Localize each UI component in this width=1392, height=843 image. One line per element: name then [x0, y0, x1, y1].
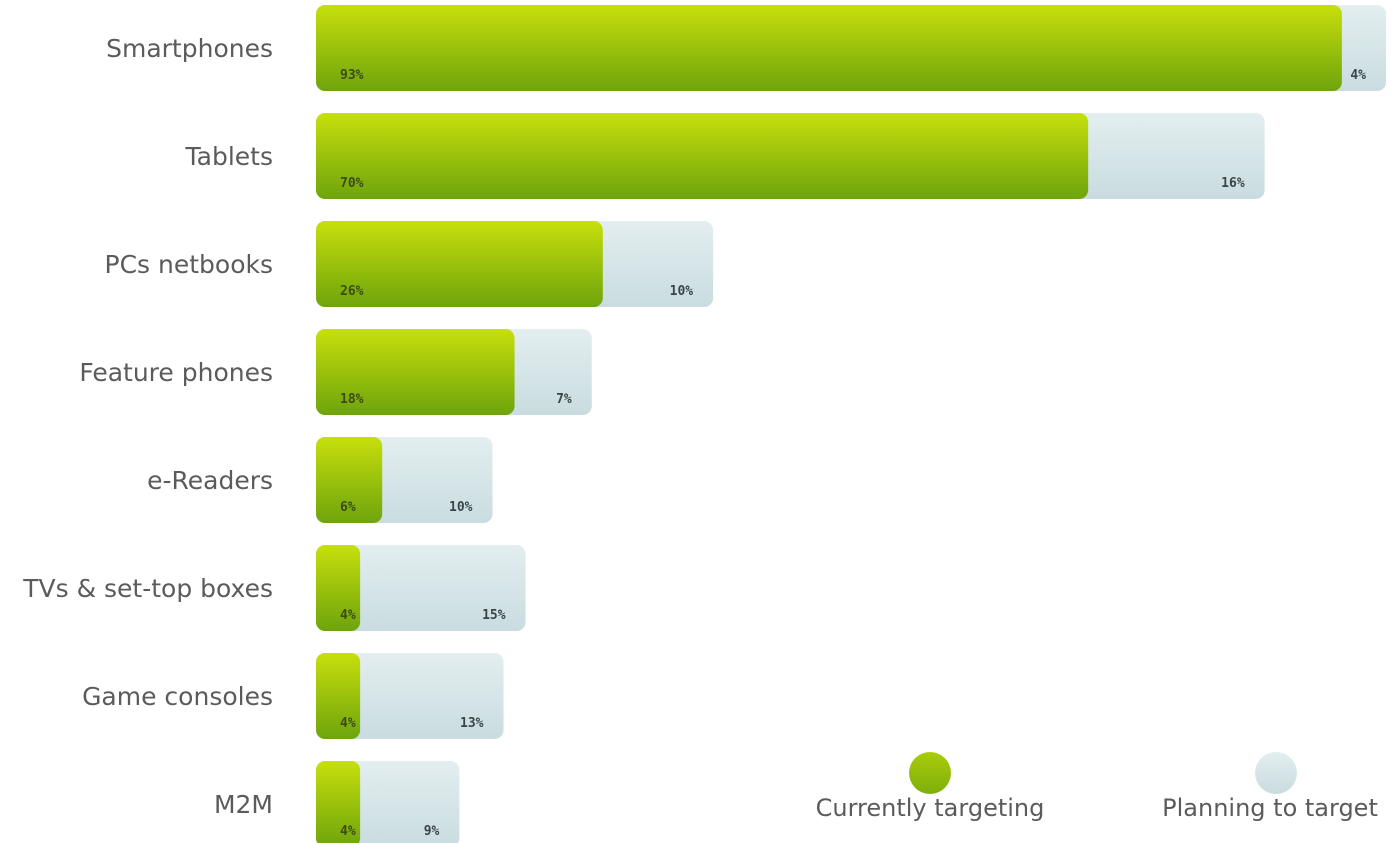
bar-row-game-consoles: Game consoles 4% 13%: [82, 653, 504, 739]
value-label-planning: 10%: [670, 284, 694, 299]
value-label-planning: 16%: [1221, 176, 1245, 191]
value-label-planning: 9%: [424, 824, 440, 839]
bar-current-feature-phones: [316, 329, 515, 415]
category-label: Tablets: [185, 142, 273, 171]
category-label: TVs & set-top boxes: [22, 574, 273, 603]
legend-swatch: [1255, 752, 1297, 794]
bar-current-tvs-set-top-boxes: [316, 545, 361, 631]
value-label-planning: 10%: [449, 500, 473, 515]
bar-current-e-readers: [316, 437, 383, 523]
bar-current-smartphones: [316, 5, 1342, 91]
category-label: PCs netbooks: [105, 250, 274, 279]
bar-row-feature-phones: Feature phones 18% 7%: [79, 329, 592, 415]
bar-row-pcs-netbooks: PCs netbooks 26% 10%: [105, 221, 714, 307]
value-label-planning: 13%: [460, 716, 484, 731]
value-label-current: 4%: [340, 716, 356, 731]
category-label: Smartphones: [106, 34, 273, 63]
category-label: M2M: [214, 790, 273, 819]
legend-item-planning-to-target: Planning to target: [1162, 752, 1378, 822]
bar-planning-tvs-set-top-boxes: [316, 545, 526, 631]
value-label-current: 70%: [340, 176, 364, 191]
bar-row-m2m: M2M 4% 9%: [214, 761, 460, 843]
value-label-current: 6%: [340, 500, 356, 515]
bar-row-tablets: Tablets 70% 16%: [185, 113, 1265, 199]
bar-row-e-readers: e-Readers 6% 10%: [147, 437, 493, 523]
bar-current-tablets: [316, 113, 1089, 199]
legend-swatch: [909, 752, 951, 794]
bar-row-smartphones: Smartphones 93% 4%: [106, 5, 1386, 91]
value-label-current: 4%: [340, 824, 356, 839]
value-label-current: 18%: [340, 392, 364, 407]
legend-label: Currently targeting: [816, 794, 1045, 822]
bar-row-tvs-set-top-boxes: TVs & set-top boxes 4% 15%: [22, 545, 526, 631]
category-label: e-Readers: [147, 466, 273, 495]
bars-layer: Smartphones 93% 4% Tablets 70% 16% PCs netbook…: [22, 5, 1386, 843]
legend-label: Planning to target: [1162, 794, 1378, 822]
bar-planning-game-consoles: [316, 653, 504, 739]
value-label-current: 4%: [340, 608, 356, 623]
bar-current-m2m: [316, 761, 361, 843]
value-label-planning: 4%: [1350, 68, 1366, 83]
category-label: Game consoles: [82, 682, 273, 711]
bar-current-pcs-netbooks: [316, 221, 603, 307]
legend-item-currently-targeting: Currently targeting: [816, 752, 1045, 822]
bar-current-game-consoles: [316, 653, 361, 739]
value-label-planning: 7%: [556, 392, 572, 407]
category-label: Feature phones: [79, 358, 273, 387]
legend: Currently targeting Planning to target: [816, 752, 1378, 822]
value-label-current: 26%: [340, 284, 364, 299]
value-label-current: 93%: [340, 68, 364, 83]
value-label-planning: 15%: [482, 608, 506, 623]
